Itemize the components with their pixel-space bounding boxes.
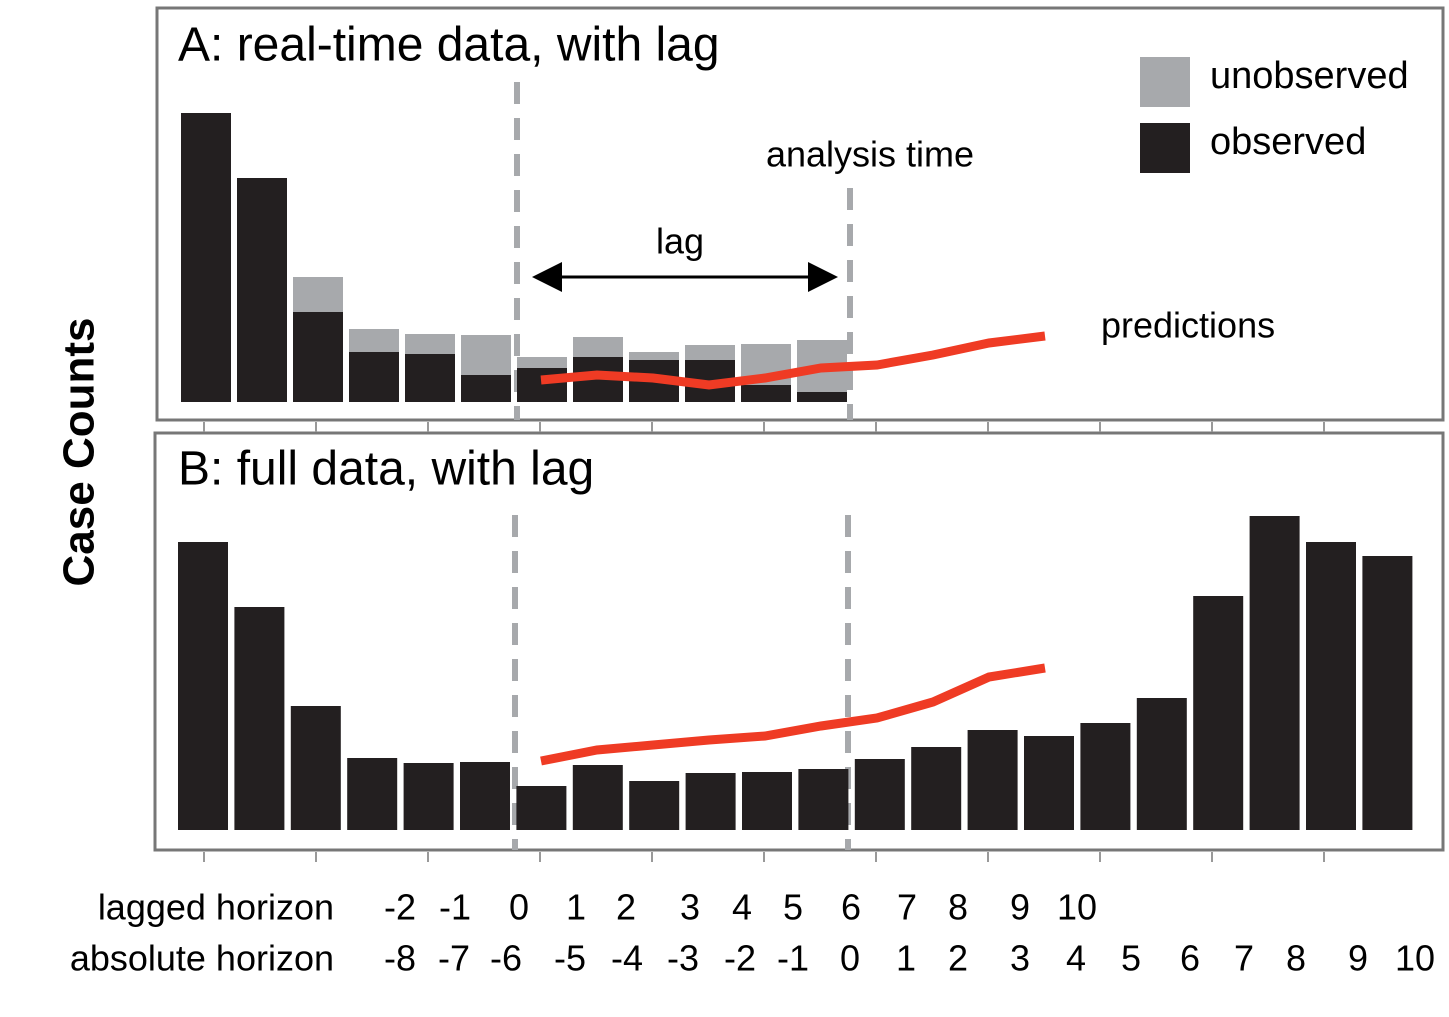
x-tick-label: 1: [566, 887, 586, 928]
x-tick-label: 0: [840, 938, 860, 979]
bar: [234, 607, 285, 830]
analysis-markers: [512, 82, 853, 850]
x-tick-label: 0: [509, 887, 529, 928]
bar: [1306, 542, 1356, 830]
x-tick-label: -5: [554, 938, 586, 979]
x-tick-label: 3: [680, 887, 700, 928]
bar: [1362, 556, 1413, 830]
x-tick-label: 8: [1286, 938, 1306, 979]
bar: [181, 113, 231, 402]
row-label: lagged horizon: [98, 887, 334, 928]
x-tick-label: -2: [384, 887, 416, 928]
bar: [517, 357, 567, 368]
bar: [293, 277, 343, 312]
prediction-line: [540, 663, 1046, 766]
panel-a-title: A: real-time data, with lag: [178, 19, 720, 72]
panel-a-frame: [155, 6, 1445, 422]
panel-b-title: B: full data, with lag: [178, 443, 594, 496]
bar: [629, 352, 679, 360]
annotation: analysis time: [766, 134, 974, 175]
bar: [967, 730, 1018, 830]
bar: [461, 375, 511, 402]
x-tick-label: 8: [948, 887, 968, 928]
bar: [405, 354, 455, 402]
bar: [349, 329, 399, 352]
x-tick-label: 7: [1234, 938, 1254, 979]
bar: [741, 385, 791, 402]
x-tick-label: -1: [777, 938, 809, 979]
x-tick-label: 5: [783, 887, 803, 928]
legend-label: unobserved: [1210, 55, 1409, 97]
x-tick-label: 4: [1066, 938, 1086, 979]
legend-label: observed: [1210, 121, 1366, 163]
x-tick-label: -4: [611, 938, 643, 979]
bar: [685, 773, 736, 830]
annotation: lag: [656, 221, 704, 262]
panel-b-frame: [153, 431, 1445, 852]
x-tick-label: 7: [897, 887, 917, 928]
row-label: absolute horizon: [70, 938, 334, 979]
x-tick-label: 6: [1180, 938, 1200, 979]
x-tick-label: 3: [1010, 938, 1030, 979]
x-tick-label: 2: [948, 938, 968, 979]
x-tick-label: 6: [841, 887, 861, 928]
x-tick-label: 1: [896, 938, 916, 979]
x-tick-label: 5: [1121, 938, 1141, 979]
bar: [572, 765, 623, 830]
x-tick-label: 9: [1348, 938, 1368, 979]
bar: [403, 763, 454, 830]
bar: [290, 706, 341, 830]
bar: [798, 769, 849, 830]
y-axis-label: Case Counts: [55, 318, 104, 587]
x-tick-label: -2: [724, 938, 756, 979]
bar: [685, 345, 735, 360]
bar: [1080, 723, 1131, 830]
bar: [911, 747, 962, 830]
bar: [1249, 516, 1300, 830]
bar: [517, 368, 567, 402]
x-tick-label: -8: [384, 938, 416, 979]
bar: [293, 312, 343, 402]
bar: [1024, 736, 1074, 830]
bar: [237, 178, 287, 402]
x-tick-label: 10: [1395, 938, 1435, 979]
bar: [349, 352, 399, 402]
bar: [516, 786, 567, 830]
bar: [573, 337, 623, 357]
bar: [797, 392, 847, 402]
bar: [742, 772, 792, 830]
bar: [629, 781, 680, 830]
bar: [854, 759, 905, 830]
bar: [461, 335, 511, 375]
legend-swatch: [1140, 57, 1190, 107]
bar: [1193, 596, 1244, 830]
line-label: predictions: [1101, 305, 1275, 346]
bar: [347, 758, 398, 830]
x-tick-label: -3: [667, 938, 699, 979]
bar: [178, 542, 228, 830]
x-tick-label: 9: [1010, 887, 1030, 928]
bar: [1136, 698, 1187, 830]
x-tick-label: -7: [438, 938, 470, 979]
x-tick-label: -1: [439, 887, 471, 928]
legend-swatch: [1140, 123, 1190, 173]
prediction-line: [540, 331, 1046, 390]
x-tick-label: 4: [732, 887, 752, 928]
bar: [460, 762, 510, 830]
x-tick-label: 2: [616, 887, 636, 928]
x-tick-label: -6: [490, 938, 522, 979]
bar: [405, 334, 455, 354]
x-tick-label: 10: [1057, 887, 1097, 928]
